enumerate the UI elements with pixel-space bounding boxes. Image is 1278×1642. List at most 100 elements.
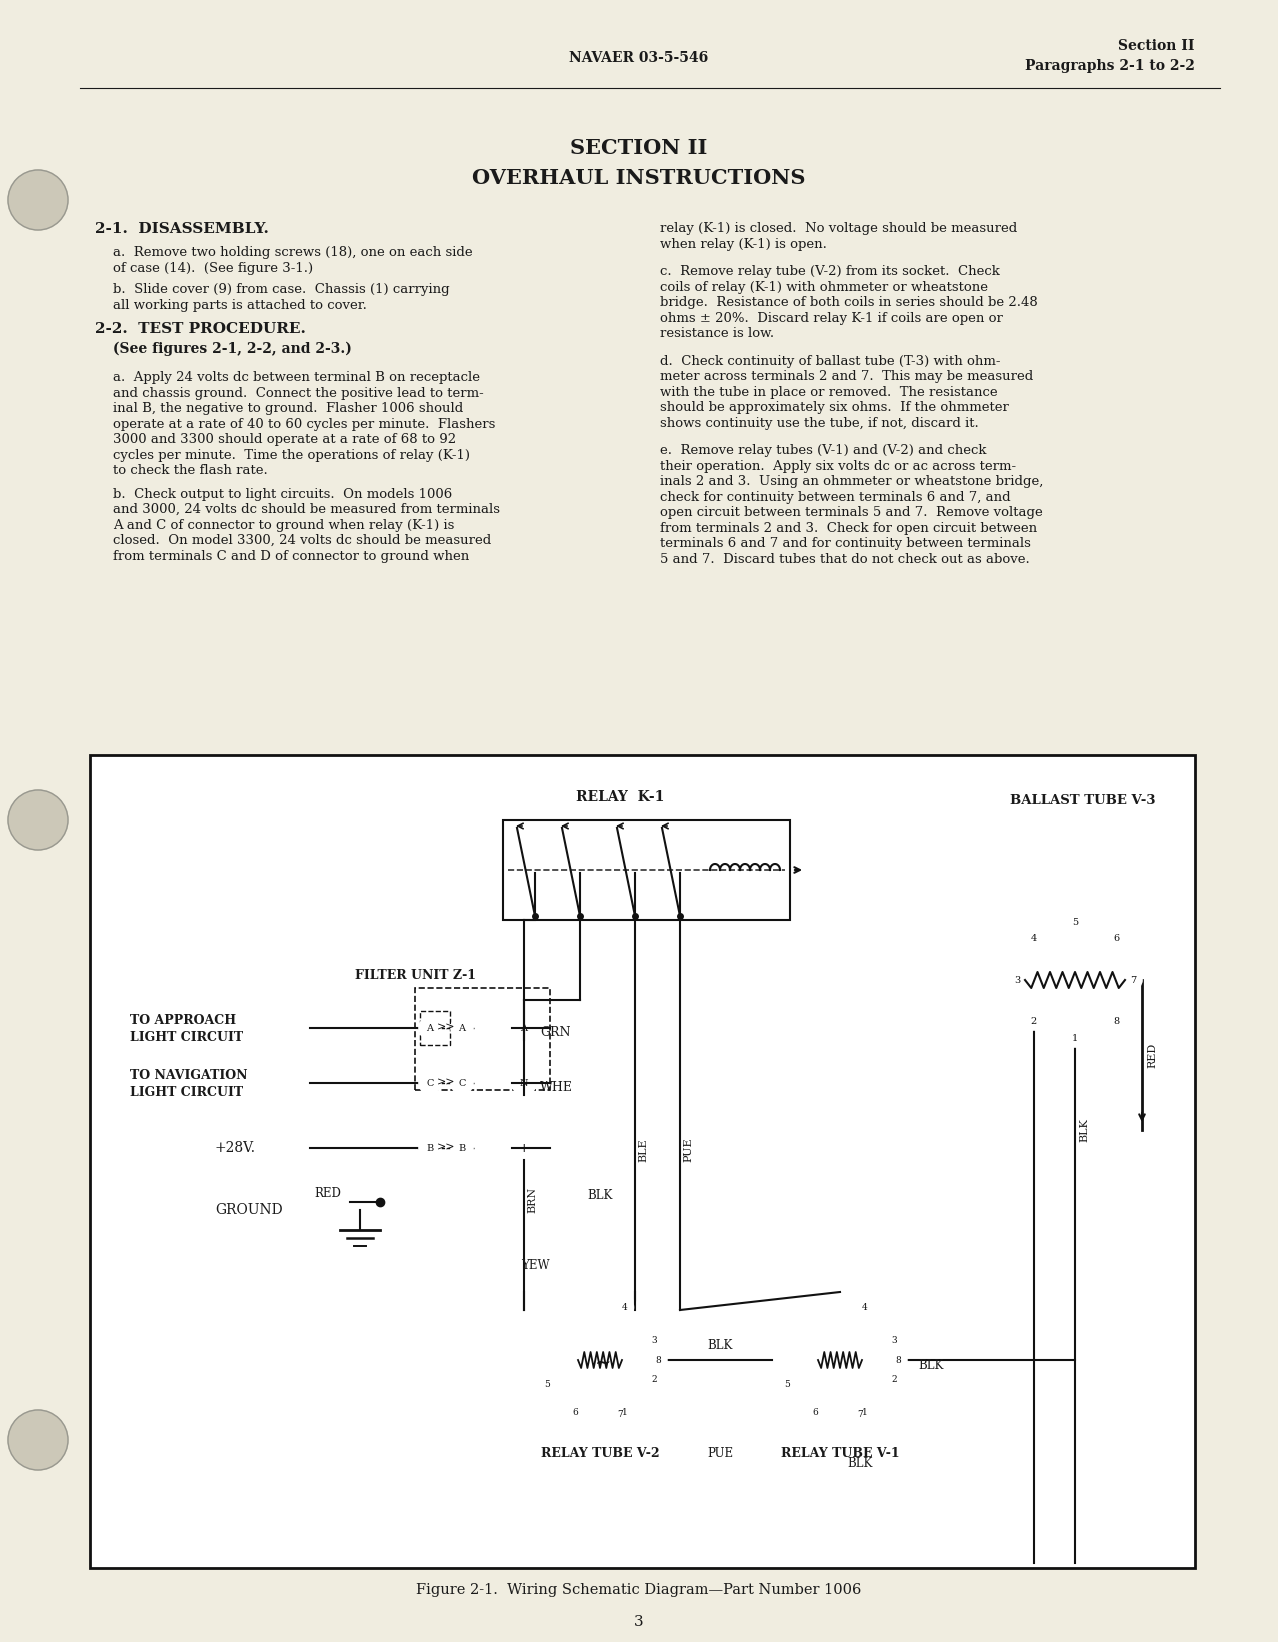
Text: to check the flash rate.: to check the flash rate. xyxy=(112,465,268,476)
Text: open circuit between terminals 5 and 7.  Remove voltage: open circuit between terminals 5 and 7. … xyxy=(659,506,1043,519)
Circle shape xyxy=(451,1136,473,1159)
Text: check for continuity between terminals 6 and 7, and: check for continuity between terminals 6… xyxy=(659,491,1011,504)
Text: BLK: BLK xyxy=(588,1189,612,1202)
Text: TO APPROACH: TO APPROACH xyxy=(130,1013,236,1026)
Text: with the tube in place or removed.  The resistance: with the tube in place or removed. The r… xyxy=(659,386,998,399)
Text: all working parts is attached to cover.: all working parts is attached to cover. xyxy=(112,299,367,312)
Circle shape xyxy=(611,1406,629,1424)
Circle shape xyxy=(645,1332,663,1350)
Text: Figure 2-1.  Wiring Schematic Diagram—Part Number 1006: Figure 2-1. Wiring Schematic Diagram—Par… xyxy=(417,1583,861,1598)
Text: and chassis ground.  Connect the positive lead to term-: and chassis ground. Connect the positive… xyxy=(112,386,484,399)
Text: 8: 8 xyxy=(1113,1016,1120,1026)
Text: d.  Check continuity of ballast tube (T-3) with ohm-: d. Check continuity of ballast tube (T-3… xyxy=(659,355,1001,368)
Text: ~: ~ xyxy=(594,1355,611,1373)
Text: their operation.  Apply six volts dc or ac across term-: their operation. Apply six volts dc or a… xyxy=(659,460,1016,473)
Text: Paragraphs 2-1 to 2-2: Paragraphs 2-1 to 2-2 xyxy=(1025,59,1195,72)
Text: 2: 2 xyxy=(892,1376,897,1384)
Text: 4: 4 xyxy=(861,1304,868,1312)
Text: cycles per minute.  Time the operations of relay (K-1): cycles per minute. Time the operations o… xyxy=(112,448,470,461)
Text: LIGHT CIRCUIT: LIGHT CIRCUIT xyxy=(130,1085,243,1098)
Circle shape xyxy=(1007,911,1143,1048)
Text: RED: RED xyxy=(1146,1043,1157,1067)
Text: WHE: WHE xyxy=(541,1080,573,1094)
Text: PUE: PUE xyxy=(707,1447,734,1460)
Text: BALLAST TUBE V-3: BALLAST TUBE V-3 xyxy=(1010,793,1155,806)
Text: +28V.: +28V. xyxy=(215,1141,256,1154)
Circle shape xyxy=(8,171,68,230)
Text: A: A xyxy=(520,1023,528,1033)
Text: >>: >> xyxy=(437,1079,455,1089)
Circle shape xyxy=(419,1072,441,1094)
Text: 1: 1 xyxy=(1072,1033,1079,1043)
Circle shape xyxy=(886,1371,904,1389)
Circle shape xyxy=(512,1136,535,1159)
Circle shape xyxy=(566,1404,584,1422)
Circle shape xyxy=(851,1406,869,1424)
Text: (See figures 2-1, 2-2, and 2-3.): (See figures 2-1, 2-2, and 2-3.) xyxy=(112,342,351,356)
Text: TO NAVIGATION: TO NAVIGATION xyxy=(130,1069,248,1082)
Text: 3: 3 xyxy=(892,1335,897,1345)
Text: a.  Apply 24 volts dc between terminal B on receptacle: a. Apply 24 volts dc between terminal B … xyxy=(112,371,481,384)
Text: Section II: Section II xyxy=(1118,39,1195,53)
Circle shape xyxy=(1008,970,1026,988)
Text: 7: 7 xyxy=(1130,975,1136,985)
Text: from terminals 2 and 3.  Check for open circuit between: from terminals 2 and 3. Check for open c… xyxy=(659,522,1038,535)
Text: 2-1.  DISASSEMBLY.: 2-1. DISASSEMBLY. xyxy=(95,222,268,236)
Text: inals 2 and 3.  Using an ohmmeter or wheatstone bridge,: inals 2 and 3. Using an ohmmeter or whea… xyxy=(659,475,1043,488)
Text: 7: 7 xyxy=(858,1410,863,1419)
Text: B: B xyxy=(427,1143,433,1153)
Text: 1: 1 xyxy=(861,1409,868,1417)
Text: ohms ± 20%.  Discard relay K-1 if coils are open or: ohms ± 20%. Discard relay K-1 if coils a… xyxy=(659,312,1003,325)
Text: when relay (K-1) is open.: when relay (K-1) is open. xyxy=(659,238,827,251)
Circle shape xyxy=(1066,1030,1084,1048)
Text: BLK: BLK xyxy=(847,1456,873,1470)
Text: 5 and 7.  Discard tubes that do not check out as above.: 5 and 7. Discard tubes that do not check… xyxy=(659,552,1030,565)
Text: A: A xyxy=(427,1023,433,1033)
Text: meter across terminals 2 and 7.  This may be measured: meter across terminals 2 and 7. This may… xyxy=(659,369,1033,383)
Text: BLK: BLK xyxy=(1079,1118,1089,1141)
Text: 3: 3 xyxy=(634,1616,644,1629)
Text: terminals 6 and 7 and for continuity between terminals: terminals 6 and 7 and for continuity bet… xyxy=(659,537,1031,550)
Text: RELAY TUBE V-2: RELAY TUBE V-2 xyxy=(541,1447,659,1460)
Circle shape xyxy=(806,1404,824,1422)
Text: RELAY  K-1: RELAY K-1 xyxy=(576,790,665,805)
Bar xyxy=(420,1011,450,1044)
Text: 6: 6 xyxy=(1113,934,1120,944)
Text: YEW: YEW xyxy=(520,1258,550,1271)
Text: bridge.  Resistance of both coils in series should be 2.48: bridge. Resistance of both coils in seri… xyxy=(659,296,1038,309)
Text: 5: 5 xyxy=(1072,918,1079,926)
Text: shows continuity use the tube, if not, discard it.: shows continuity use the tube, if not, d… xyxy=(659,417,979,430)
Circle shape xyxy=(8,1410,68,1470)
Text: PUE: PUE xyxy=(682,1138,693,1163)
Circle shape xyxy=(1025,929,1043,947)
Circle shape xyxy=(538,1376,556,1394)
Text: 7: 7 xyxy=(617,1410,622,1419)
Bar xyxy=(415,988,550,1090)
Circle shape xyxy=(649,1351,667,1369)
Circle shape xyxy=(8,790,68,851)
Circle shape xyxy=(772,1292,907,1429)
Text: inal B, the negative to ground.  Flasher 1006 should: inal B, the negative to ground. Flasher … xyxy=(112,402,463,415)
Text: LIGHT CIRCUIT: LIGHT CIRCUIT xyxy=(130,1031,243,1044)
Circle shape xyxy=(889,1351,907,1369)
Text: relay (K-1) is closed.  No voltage should be measured: relay (K-1) is closed. No voltage should… xyxy=(659,222,1017,235)
Text: 4: 4 xyxy=(621,1304,627,1312)
Text: >>: >> xyxy=(437,1143,455,1153)
Text: 5: 5 xyxy=(785,1379,790,1389)
Circle shape xyxy=(419,1016,441,1039)
Bar xyxy=(504,819,790,920)
Text: BRN: BRN xyxy=(527,1187,537,1213)
Circle shape xyxy=(1107,1011,1125,1030)
Circle shape xyxy=(512,1071,535,1095)
Text: operate at a rate of 40 to 60 cycles per minute.  Flashers: operate at a rate of 40 to 60 cycles per… xyxy=(112,417,496,430)
Circle shape xyxy=(451,1072,473,1094)
Text: RELAY TUBE V-1: RELAY TUBE V-1 xyxy=(781,1447,900,1460)
Text: +: + xyxy=(519,1141,529,1154)
Text: e.  Remove relay tubes (V-1) and (V-2) and check: e. Remove relay tubes (V-1) and (V-2) an… xyxy=(659,443,987,456)
Text: C: C xyxy=(459,1079,465,1087)
Circle shape xyxy=(1025,1011,1043,1030)
Text: should be approximately six ohms.  If the ohmmeter: should be approximately six ohms. If the… xyxy=(659,401,1008,414)
Text: OVERHAUL INSTRUCTIONS: OVERHAUL INSTRUCTIONS xyxy=(473,167,805,187)
Circle shape xyxy=(886,1332,904,1350)
Circle shape xyxy=(1123,970,1143,988)
